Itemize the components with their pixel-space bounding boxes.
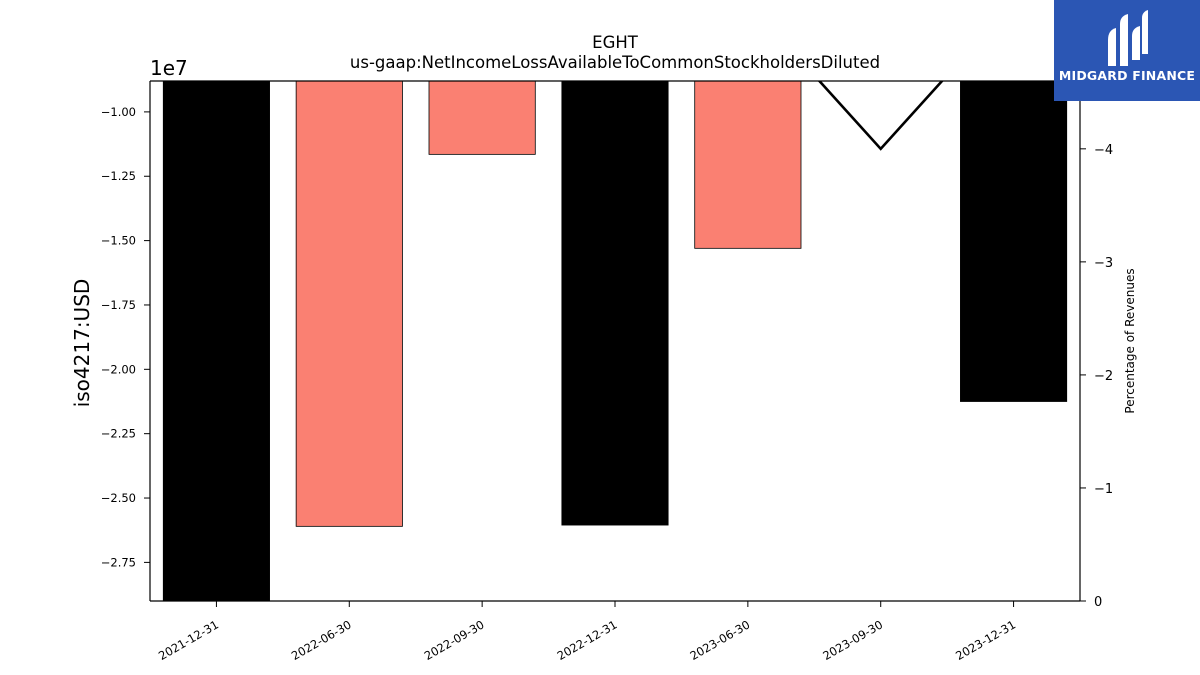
bar-2022-06-30 (295, 81, 403, 527)
y-tick-label: −2.50 (101, 491, 136, 505)
bar-2022-09-30 (428, 81, 536, 155)
y2-tick-label: −4 (1094, 143, 1113, 158)
y2-tick-label: −3 (1094, 256, 1113, 271)
y-tick-label: −2.00 (101, 362, 136, 376)
x-tick-label: 2021-12-31 (156, 617, 221, 663)
y2-tick-label: 0 (1094, 595, 1102, 610)
logo-mark-icon (1108, 10, 1148, 66)
y-tick-label: −1.75 (101, 298, 136, 312)
chart-title: EGHT (592, 33, 639, 52)
y2-axis-label: Percentage of Revenues (1123, 268, 1137, 413)
bars-group (162, 81, 1068, 601)
y-tick-label: −1.00 (101, 105, 136, 119)
y-tick-label: −1.50 (101, 234, 136, 248)
y-axis-label: iso4217:USD (70, 279, 94, 408)
logo-text: MIDGARD FINANCE (1058, 68, 1196, 83)
x-tick-label: 2023-09-30 (820, 617, 885, 663)
revenue-percentage-line (817, 81, 944, 151)
y2-tick-label: −2 (1094, 369, 1113, 384)
x-tick-label: 2022-09-30 (422, 617, 487, 663)
brand-logo: MIDGARD FINANCE (1054, 0, 1200, 101)
x-tick-label: 2023-12-31 (953, 617, 1018, 663)
y-tick-label: −1.25 (101, 169, 136, 183)
bar-2021-12-31 (162, 81, 270, 601)
y-tick-label: −2.75 (101, 555, 136, 569)
bar-2023-06-30 (694, 81, 802, 249)
bar-2022-12-31 (561, 81, 669, 526)
y-offset-label: 1e7 (150, 56, 188, 80)
y-tick-label: −2.25 (101, 427, 136, 441)
chart-subtitle: us-gaap:NetIncomeLossAvailableToCommonSt… (350, 53, 880, 72)
y2-tick-label: −1 (1094, 482, 1113, 497)
x-tick-label: 2022-12-31 (555, 617, 620, 663)
line-group (817, 81, 944, 151)
x-tick-label: 2023-06-30 (687, 617, 752, 663)
x-tick-label: 2022-06-30 (289, 617, 354, 663)
bar-2023-12-31 (960, 81, 1068, 402)
